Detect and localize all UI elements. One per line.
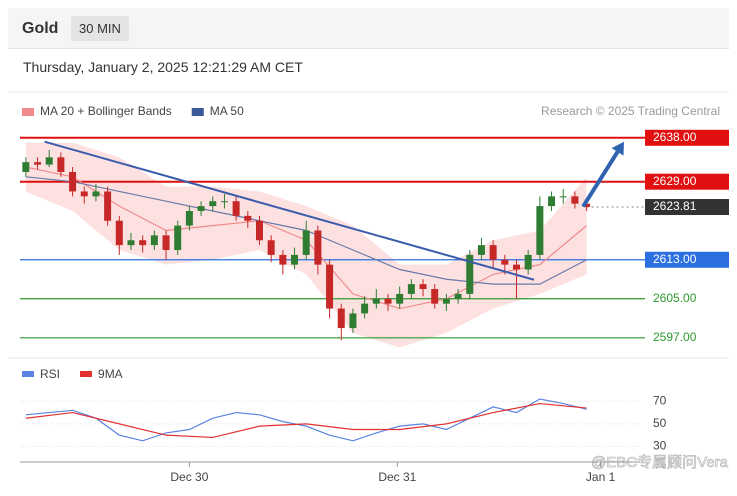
candle-body xyxy=(384,298,392,304)
candle-body xyxy=(571,196,579,204)
candle-body xyxy=(69,171,77,192)
candle-body xyxy=(314,230,322,265)
arrow-head xyxy=(611,141,624,156)
forecast-arrow xyxy=(581,150,620,208)
candle-body xyxy=(337,308,345,329)
candle-body xyxy=(302,230,310,255)
x-tick-label: Jan 1 xyxy=(586,470,616,484)
interval-button[interactable]: 30 MIN xyxy=(71,16,129,41)
indicator-line xyxy=(25,398,587,442)
x-tick-label: Dec 31 xyxy=(378,470,416,484)
candle-body xyxy=(197,206,205,211)
candle-body xyxy=(583,203,591,208)
legend-swatch xyxy=(191,108,204,116)
candle-body xyxy=(466,254,474,294)
candle-body xyxy=(232,201,240,216)
candle-body xyxy=(454,293,462,299)
candle-body xyxy=(548,196,556,207)
candle-body xyxy=(45,157,53,165)
candle-body xyxy=(396,293,404,304)
candle-body xyxy=(127,240,135,246)
legend-label: MA 50 xyxy=(210,104,244,118)
candle-body xyxy=(559,196,567,198)
candle-body xyxy=(431,289,439,304)
candle-body xyxy=(57,157,65,172)
candle-body xyxy=(255,220,263,241)
candle-body xyxy=(185,210,193,226)
candle-body xyxy=(174,225,182,250)
price-label-box xyxy=(645,251,729,268)
price-label: 2623.81 xyxy=(653,199,697,213)
x-tick-label: Dec 30 xyxy=(170,470,208,484)
legend-label: 9MA xyxy=(98,367,123,381)
candle-body xyxy=(162,235,170,250)
candle-body xyxy=(419,284,427,290)
candle-body xyxy=(22,162,30,172)
y-tick-label: 30 xyxy=(653,439,667,453)
y-tick-label: 50 xyxy=(653,416,667,430)
price-label-box xyxy=(645,173,729,190)
candle-body xyxy=(489,245,497,260)
candle-body xyxy=(477,245,485,255)
candle-body xyxy=(407,284,415,294)
candle-body xyxy=(279,254,287,265)
y-tick-label: 70 xyxy=(653,393,667,407)
trendline xyxy=(44,140,535,281)
watermark: @EBC专属顾问Vera xyxy=(591,454,729,471)
candle-body xyxy=(536,206,544,255)
candle-body xyxy=(80,191,88,197)
candle-body xyxy=(150,235,158,246)
source: Research © 2025 Trading Central xyxy=(541,104,720,118)
legend-swatch xyxy=(22,108,34,116)
price-label: 2613.00 xyxy=(653,252,697,266)
candle-body xyxy=(326,264,334,309)
candle-body xyxy=(104,191,112,221)
candle-body xyxy=(291,254,299,265)
timestamp: Thursday, January 2, 2025 12:21:29 AM CE… xyxy=(23,59,303,75)
header-bar: Gold 30 MIN xyxy=(8,8,729,49)
candle-body xyxy=(501,259,509,265)
candle-body xyxy=(139,240,147,246)
candle-body xyxy=(244,215,252,221)
price-label: 2605.00 xyxy=(653,291,697,305)
candle-body xyxy=(267,240,275,255)
price-label: 2629.00 xyxy=(653,174,697,188)
candle-body xyxy=(442,298,450,304)
legend-swatch xyxy=(80,371,93,377)
candle-body xyxy=(349,313,357,329)
candle-body xyxy=(512,264,520,270)
indicator-line xyxy=(25,402,587,439)
candle-body xyxy=(92,191,100,197)
candle-body xyxy=(209,201,217,207)
candle-body xyxy=(34,162,42,165)
legend-swatch xyxy=(22,371,34,377)
candle-body xyxy=(524,254,532,270)
price-label-box xyxy=(645,199,729,216)
candle-body xyxy=(372,298,380,304)
candle-body xyxy=(115,220,123,246)
price-label: 2638.00 xyxy=(653,130,697,144)
instrument-title: Gold xyxy=(22,20,59,37)
price-label: 2597.00 xyxy=(653,330,697,344)
price-label-box xyxy=(645,129,729,146)
candle-body xyxy=(220,201,228,203)
legend-label: MA 20 + Bollinger Bands xyxy=(40,104,172,118)
candle-body xyxy=(361,303,369,314)
legend-label: RSI xyxy=(40,367,60,381)
